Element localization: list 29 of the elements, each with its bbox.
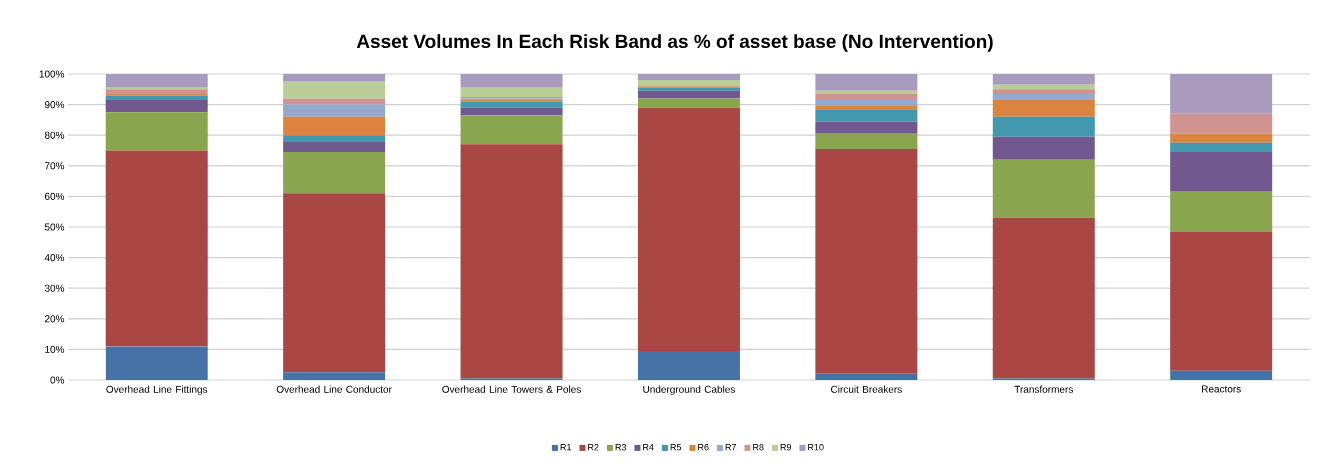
y-tick-label: 0% — [50, 376, 65, 384]
x-tick-label: Reactors — [1201, 385, 1241, 393]
legend-label: R10 — [808, 444, 824, 451]
y-tick-label: 90% — [44, 101, 65, 109]
legend-label: R6 — [698, 444, 709, 451]
chart-title: Asset Volumes In Each Risk Band as % of asset base (No Intervention) — [356, 34, 993, 52]
legend-label: R2 — [588, 444, 599, 451]
x-tick-label: Overhead Line Towers & Poles — [442, 385, 581, 393]
y-tick-label: 40% — [44, 254, 65, 262]
legend-label: R5 — [670, 444, 682, 451]
legend-label: R9 — [780, 444, 792, 451]
legend-label: R3 — [615, 444, 627, 451]
legend-label: R4 — [643, 444, 654, 451]
x-tick-label: Overhead Line Fittings — [106, 385, 208, 395]
x-tick-label: Overhead Line Conductor — [276, 385, 392, 393]
y-tick-label: 80% — [44, 131, 65, 139]
y-tick-label: 100% — [39, 70, 65, 78]
y-tick-label: 30% — [44, 284, 65, 292]
y-tick-label: 20% — [44, 315, 65, 323]
legend-label: R8 — [753, 444, 764, 451]
y-tick-label: 70% — [44, 162, 65, 170]
x-tick-label: Transformers — [1014, 385, 1073, 393]
legend-label: R1 — [560, 444, 571, 451]
x-tick-label: Circuit Breakers — [831, 385, 902, 393]
legend-label: R7 — [725, 444, 736, 451]
y-tick-label: 50% — [44, 223, 65, 231]
y-tick-label: 60% — [44, 192, 65, 200]
y-tick-label: 10% — [45, 345, 65, 353]
x-tick-label: Underground Cables — [643, 385, 735, 395]
